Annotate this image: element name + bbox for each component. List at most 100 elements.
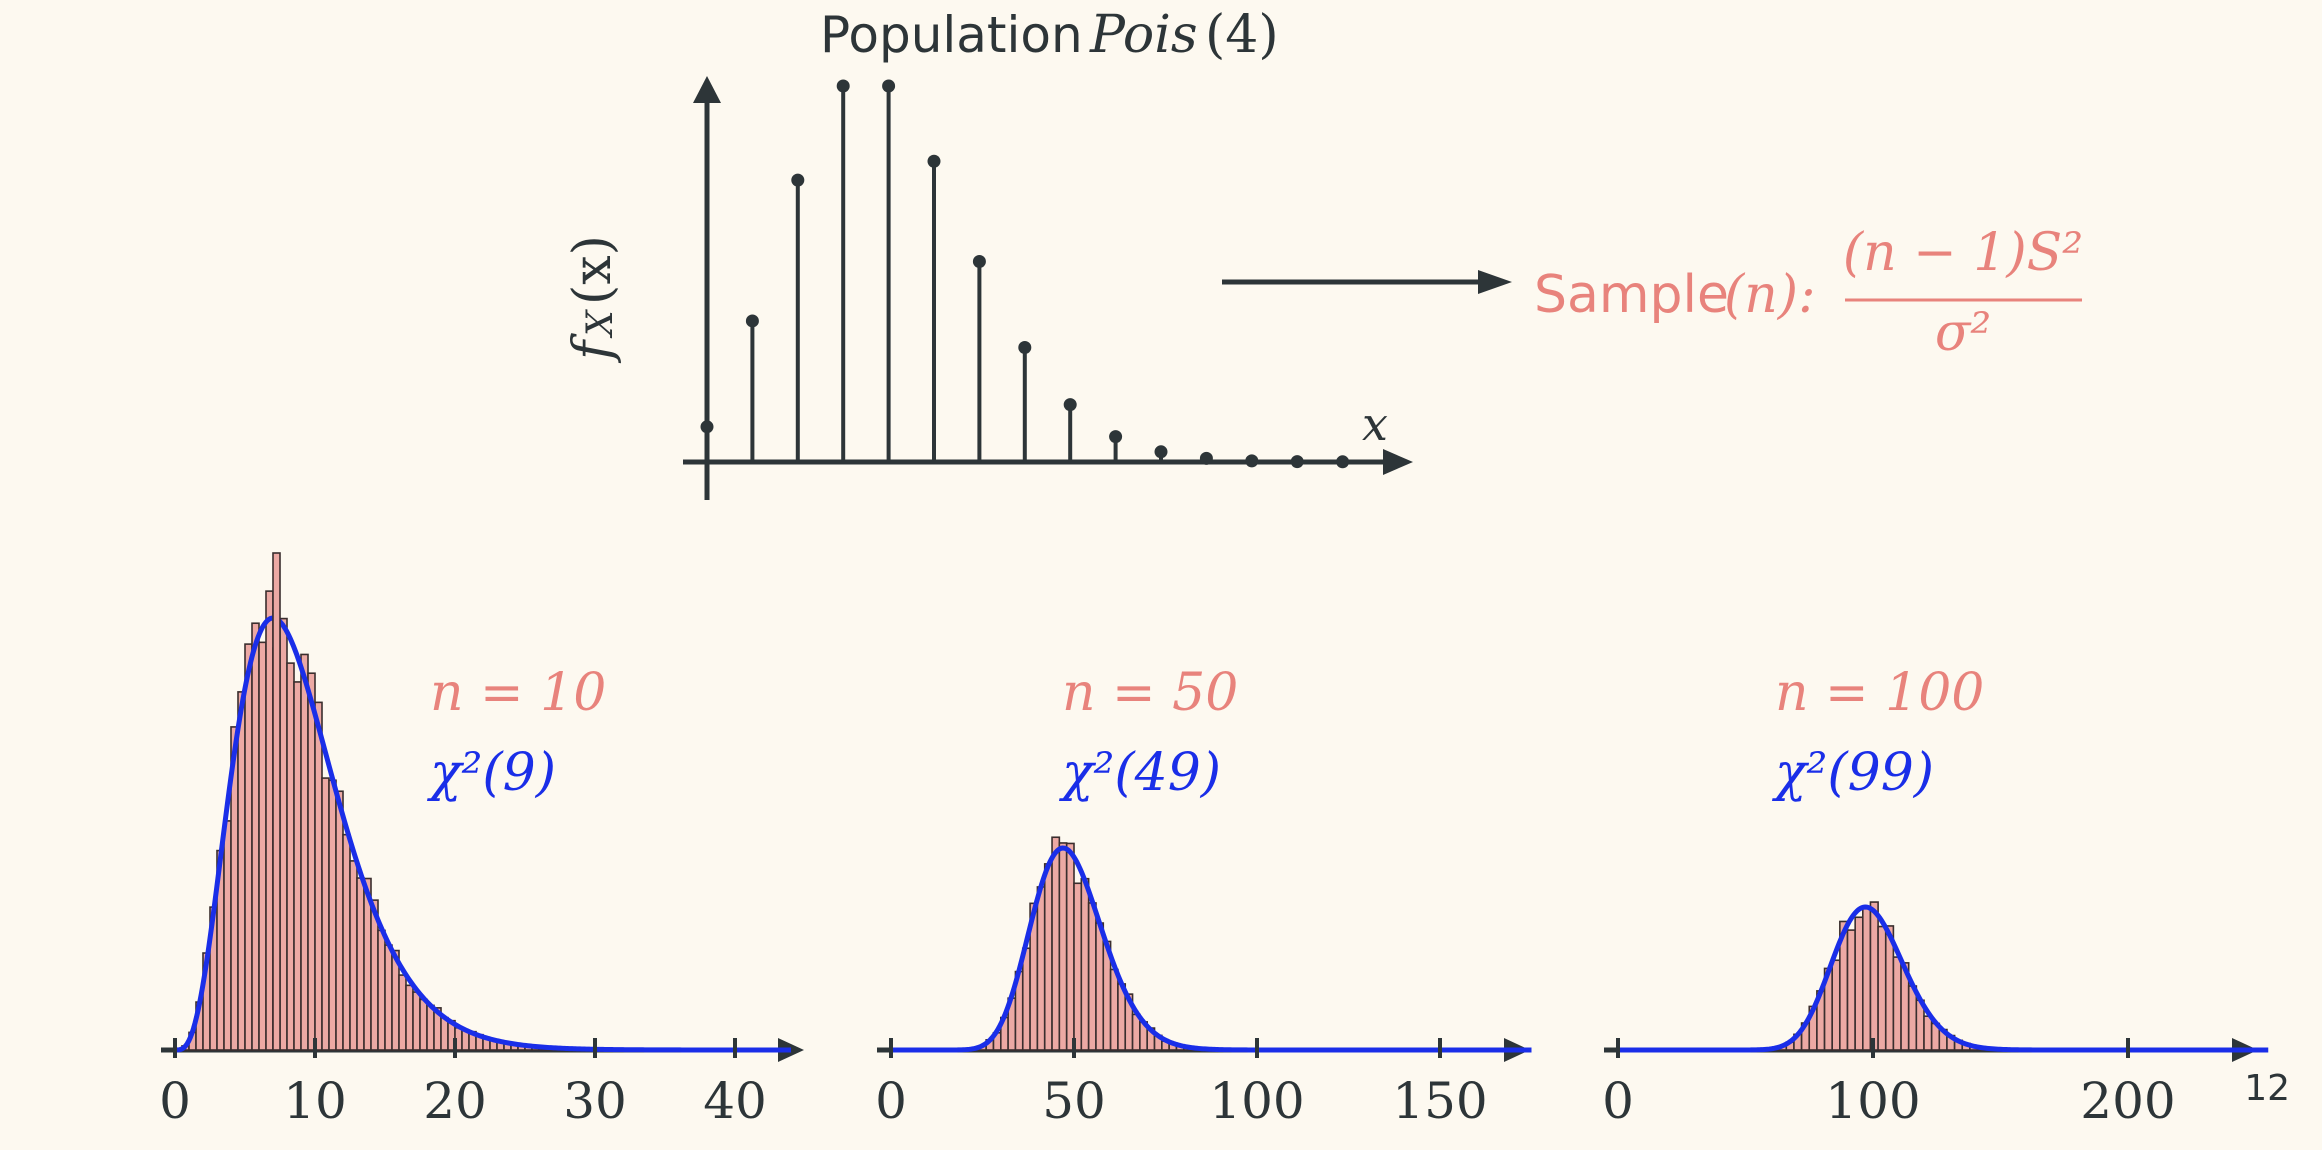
histogram-bar bbox=[272, 552, 281, 1051]
histogram-bar bbox=[1862, 907, 1872, 1051]
sample-arrow-head bbox=[1478, 270, 1512, 294]
population-point bbox=[1290, 455, 1304, 469]
histogram-bar bbox=[1907, 985, 1918, 1051]
population-point bbox=[1245, 454, 1259, 468]
histogram-bar bbox=[286, 662, 295, 1051]
chi2-49-label: χ²(49) bbox=[1058, 743, 1221, 803]
sample-transform: Sample (n): (n − 1)S² σ² bbox=[1222, 223, 2083, 363]
population-y-axis-label-subscript: X bbox=[580, 309, 621, 339]
histogram-bar bbox=[349, 860, 358, 1051]
histogram-n50: 0 50 100 150 bbox=[875, 836, 1532, 1130]
histogram-bar bbox=[342, 833, 351, 1051]
population-point bbox=[1199, 451, 1213, 465]
histogram-tick-label: 50 bbox=[1042, 1072, 1106, 1130]
histogram-bar bbox=[307, 672, 316, 1051]
histogram-bar bbox=[356, 877, 365, 1051]
population-title-math: Pois bbox=[1089, 5, 1198, 65]
population-point bbox=[700, 420, 714, 434]
histogram-tick-label: 40 bbox=[703, 1072, 767, 1130]
histogram-n10: 0 10 20 30 40 bbox=[159, 552, 804, 1130]
histogram-bar bbox=[293, 681, 302, 1051]
histogram-bar bbox=[1877, 925, 1887, 1051]
population-title-prefix: Population bbox=[820, 6, 1083, 64]
histogram-bar bbox=[426, 1004, 435, 1051]
histogram-bar bbox=[1080, 877, 1090, 1051]
histogram-tick-label: 0 bbox=[1602, 1072, 1634, 1130]
chi-square-density-curve bbox=[891, 845, 1532, 1053]
histogram-bar bbox=[1065, 842, 1075, 1051]
sample-formula-denominator: σ² bbox=[1935, 303, 1991, 363]
histogram-tick-label: 150 bbox=[1392, 1072, 1487, 1130]
histogram-bar bbox=[1073, 882, 1083, 1051]
n10-label: n = 10 bbox=[430, 663, 606, 723]
population-point bbox=[1018, 341, 1032, 355]
histogram-tick-label: 200 bbox=[2080, 1072, 2175, 1130]
population-y-axis-label: f bbox=[563, 333, 623, 364]
histogram-bar bbox=[1095, 922, 1105, 1051]
population-point bbox=[1154, 445, 1168, 459]
population-point bbox=[745, 314, 759, 328]
histogram-bar bbox=[1087, 902, 1097, 1051]
population-point bbox=[1336, 455, 1350, 469]
histogram-bar bbox=[1854, 916, 1864, 1051]
histogram-bar bbox=[279, 617, 288, 1051]
histogram-tick-label: 10 bbox=[283, 1072, 347, 1130]
histogram-tick-label: 0 bbox=[159, 1072, 191, 1130]
histogram-bar bbox=[300, 653, 309, 1051]
histogram-bar bbox=[265, 590, 274, 1051]
histogram-bar bbox=[1846, 929, 1856, 1051]
histogram-bar bbox=[321, 777, 330, 1051]
slide-number: 12 bbox=[2244, 1068, 2290, 1109]
sample-formula-numerator: (n − 1)S² bbox=[1843, 223, 2083, 283]
histogram-tick-label: 20 bbox=[423, 1072, 487, 1130]
histogram-bar bbox=[314, 701, 323, 1051]
histogram-bar bbox=[1043, 863, 1053, 1051]
population-point bbox=[791, 173, 805, 187]
histogram-tick-label: 100 bbox=[1209, 1072, 1304, 1130]
chi2-9-label: χ²(9) bbox=[426, 743, 556, 803]
population-point bbox=[836, 79, 850, 93]
histogram-bar bbox=[244, 643, 253, 1051]
histogram-bar bbox=[405, 984, 414, 1051]
histogram-bar bbox=[237, 691, 246, 1051]
population-point bbox=[882, 79, 896, 93]
population-y-axis-arrow bbox=[693, 76, 721, 103]
histogram-bar bbox=[223, 820, 232, 1051]
population-point bbox=[1063, 398, 1077, 412]
population-x-axis-label: x bbox=[1362, 397, 1388, 451]
histogram-bar bbox=[1058, 842, 1068, 1051]
population-point bbox=[1109, 430, 1123, 444]
histogram-tick-label: 100 bbox=[1825, 1072, 1920, 1130]
histogram-bar bbox=[1923, 1015, 1933, 1051]
histogram-bar bbox=[1892, 956, 1902, 1051]
histogram-tick-label: 30 bbox=[563, 1072, 627, 1130]
histogram-bar bbox=[412, 991, 421, 1051]
histogram-n100: 0 100 200 bbox=[1602, 901, 2269, 1130]
histogram-bar bbox=[377, 929, 386, 1051]
chi-square-density-curve bbox=[1618, 904, 2269, 1053]
population-stems bbox=[700, 79, 1350, 469]
histogram-bar bbox=[328, 779, 337, 1051]
histogram-bar bbox=[251, 622, 260, 1051]
histogram-bar bbox=[1109, 968, 1119, 1051]
histogram-bar bbox=[1021, 947, 1031, 1051]
histogram-bar bbox=[384, 944, 393, 1051]
histogram-bar bbox=[419, 998, 428, 1051]
n50-label: n = 50 bbox=[1062, 663, 1238, 723]
population-point bbox=[972, 254, 986, 268]
n100-label: n = 100 bbox=[1775, 663, 1984, 723]
histogram-bar bbox=[398, 974, 407, 1051]
population-y-axis-label-arg: (x) bbox=[563, 235, 623, 305]
histogram-bar bbox=[440, 1016, 449, 1051]
chi2-99-label: χ²(99) bbox=[1771, 743, 1934, 803]
histogram-bar bbox=[1051, 836, 1061, 1051]
sample-label: Sample bbox=[1534, 265, 1729, 325]
population-title-arg: (4) bbox=[1205, 5, 1279, 65]
histogram-tick-label: 0 bbox=[875, 1072, 907, 1130]
histogram-bar bbox=[1869, 901, 1879, 1051]
population-point bbox=[927, 154, 941, 168]
histogram-bar bbox=[258, 641, 267, 1051]
population-x-axis-arrow bbox=[1383, 449, 1413, 475]
sample-n: (n): bbox=[1724, 265, 1816, 325]
histogram-bar bbox=[335, 790, 344, 1051]
